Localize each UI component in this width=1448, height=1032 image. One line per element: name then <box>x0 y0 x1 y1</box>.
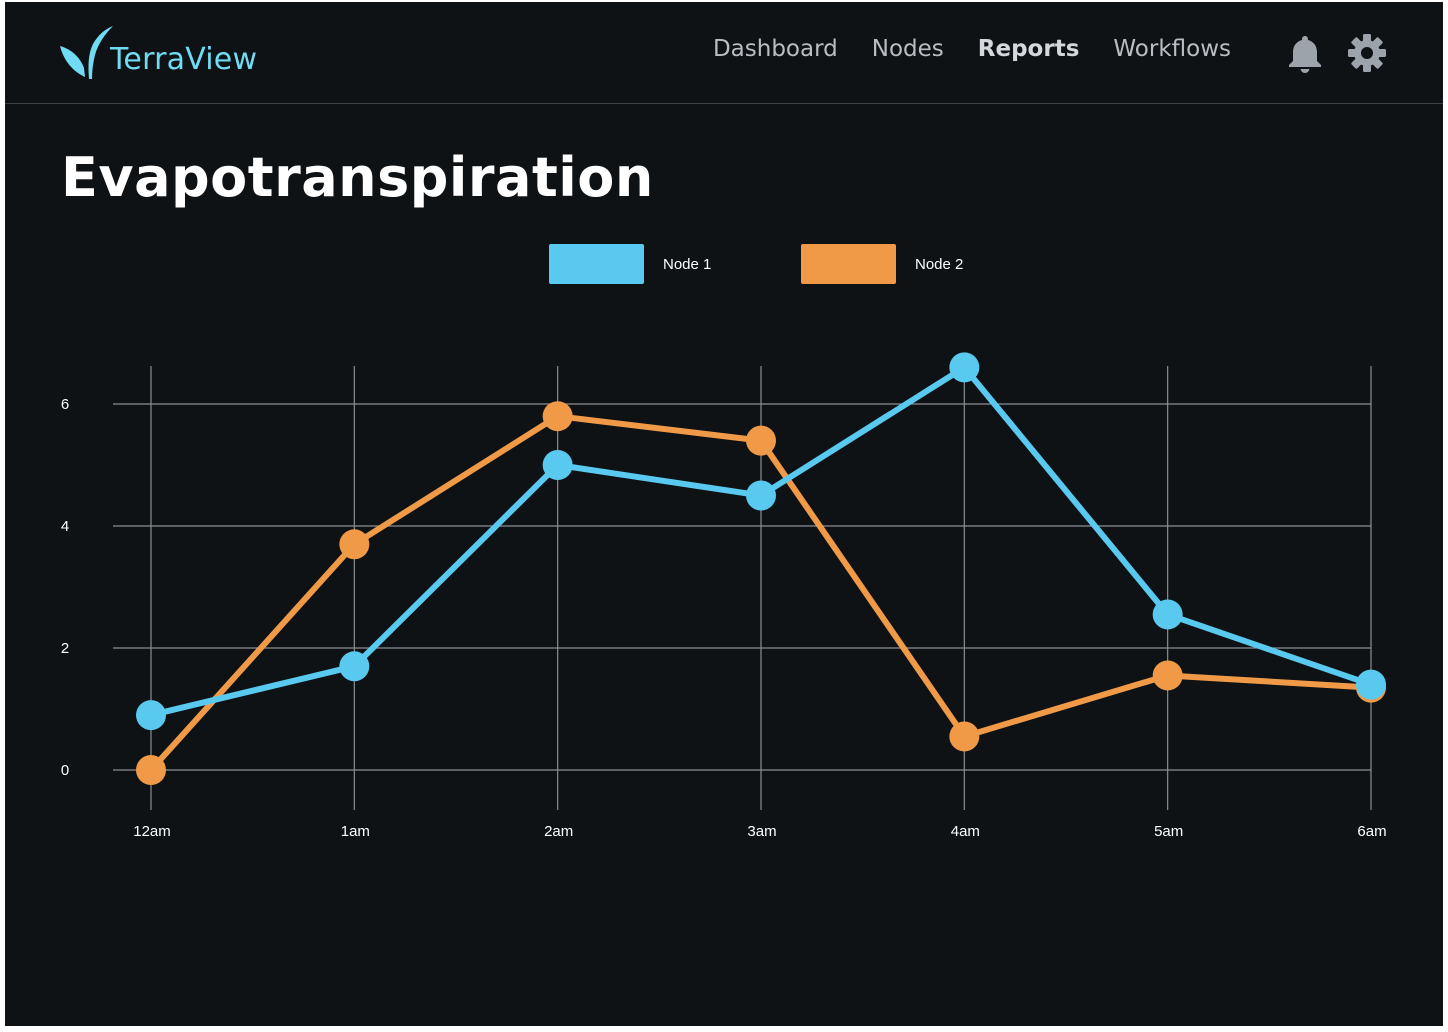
data-point-node-1 <box>339 651 370 682</box>
data-point-node-1 <box>949 352 980 383</box>
x-tick-label: 2am <box>544 823 573 840</box>
main-nav: Dashboard Nodes Reports Workflows <box>679 36 1231 62</box>
x-tick-label: 3am <box>747 823 776 840</box>
app-window: TerraView Dashboard Nodes Reports Workfl… <box>5 2 1443 1026</box>
legend-label-node-2: Node 2 <box>915 255 964 273</box>
data-point-node-2 <box>1152 660 1183 691</box>
data-point-node-1 <box>542 450 573 480</box>
bell-icon[interactable] <box>1285 33 1325 73</box>
gear-icon[interactable] <box>1347 33 1387 73</box>
x-tick-label: 1am <box>341 823 370 840</box>
legend-swatch-node-1 <box>549 244 644 284</box>
brand-name: TerraView <box>110 41 258 77</box>
legend-label-node-1: Node 1 <box>663 255 712 273</box>
legend-swatch-node-2 <box>801 244 896 284</box>
legend-item-node-1[interactable]: Node 1 <box>549 244 711 284</box>
nav-reports[interactable]: Reports <box>977 36 1080 62</box>
data-point-node-2 <box>542 401 573 432</box>
line-chart: 0 2 4 6 12am 1am 2am 3am 4am 5am 6am <box>61 352 1387 840</box>
x-tick-label: 5am <box>1154 823 1183 840</box>
nav-dashboard[interactable]: Dashboard <box>712 36 838 62</box>
y-tick-label: 6 <box>61 396 69 413</box>
y-tick-label: 4 <box>61 518 69 535</box>
x-tick-label: 6am <box>1357 823 1386 840</box>
page-title: Evapotranspiration <box>61 146 654 209</box>
data-point-node-1 <box>1152 599 1183 630</box>
data-point-node-2 <box>746 425 776 456</box>
data-point-node-2 <box>136 755 166 785</box>
data-point-node-1 <box>1356 669 1386 700</box>
top-navigation-bar: TerraView Dashboard Nodes Reports Workfl… <box>5 2 1443 104</box>
x-tick-label: 12am <box>133 823 171 840</box>
y-tick-label: 2 <box>61 640 69 657</box>
y-tick-label: 0 <box>61 762 69 779</box>
nav-workflows[interactable]: Workflows <box>1113 36 1231 62</box>
data-point-node-2 <box>949 721 980 752</box>
data-point-node-1 <box>746 480 776 511</box>
sprout-icon <box>58 22 116 82</box>
legend-item-node-2[interactable]: Node 2 <box>801 244 963 284</box>
data-point-node-2 <box>339 529 370 560</box>
nav-nodes[interactable]: Nodes <box>871 36 944 62</box>
data-point-node-1 <box>136 700 166 731</box>
x-tick-label: 4am <box>951 823 980 840</box>
brand-logo[interactable]: TerraView <box>58 22 257 82</box>
